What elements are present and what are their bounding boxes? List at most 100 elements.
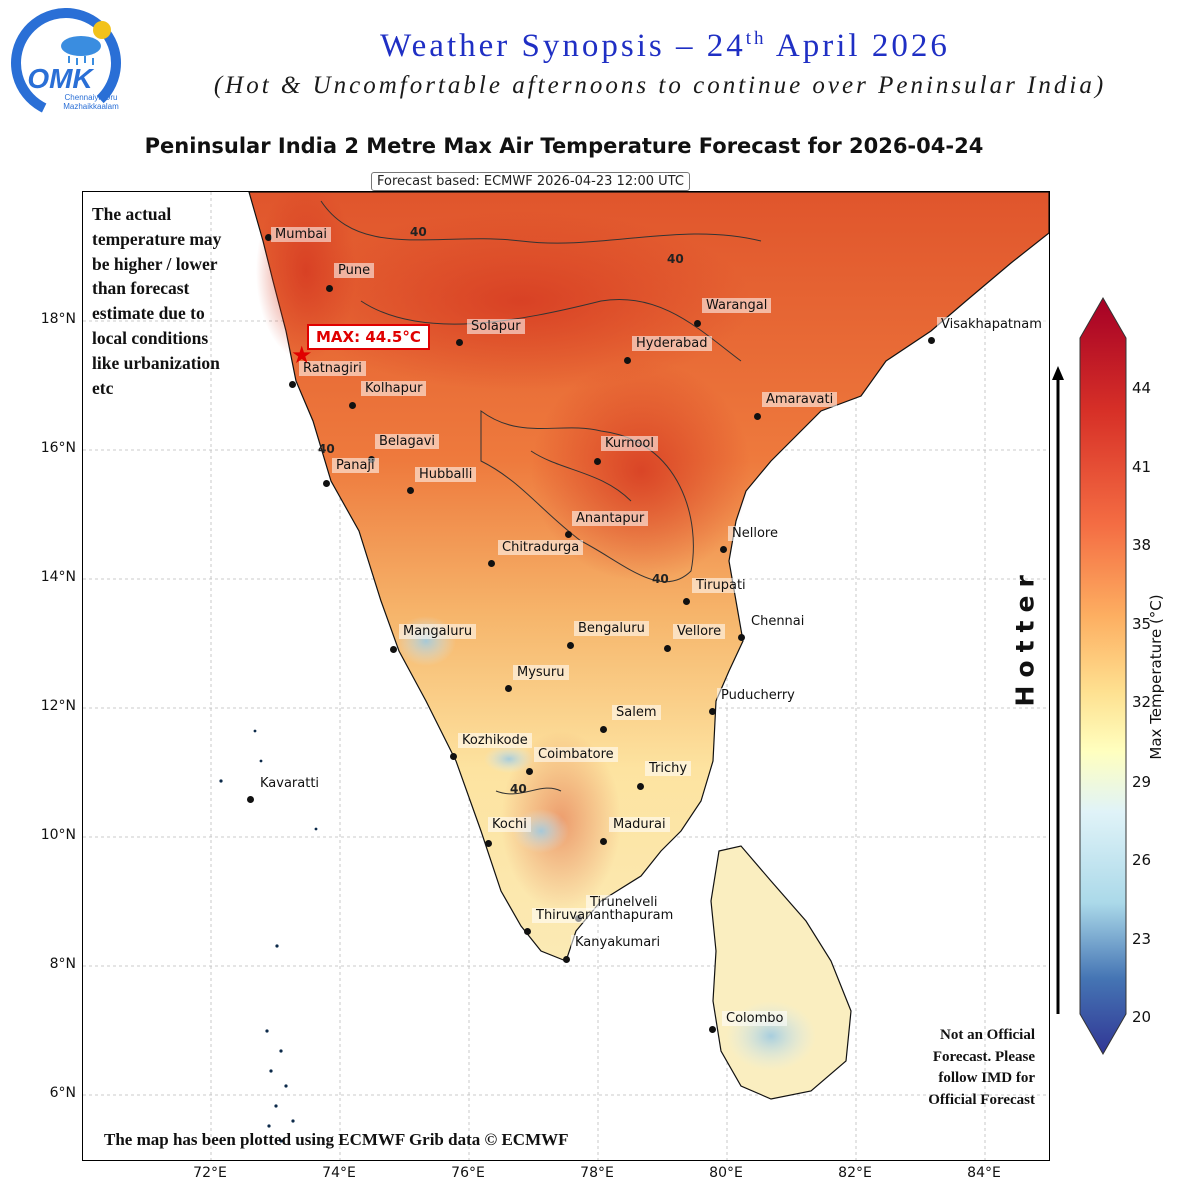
hotter-label: Hotter [1010, 567, 1040, 707]
city-panaji: Panaji [332, 458, 379, 473]
city-dot [449, 752, 457, 760]
svg-text:OMK: OMK [27, 63, 94, 94]
disclaimer-official-forecast: Not an Official Forecast. Please follow … [928, 1027, 1035, 1108]
city-dot [406, 486, 414, 494]
city-bengaluru: Bengaluru [574, 621, 649, 636]
hotter-arrow-icon [1052, 366, 1064, 1014]
city-dot [325, 284, 333, 292]
synopsis-subtitle: (Hot & Uncomfortable afternoons to conti… [213, 72, 1107, 99]
city-belagavi: Belagavi [375, 434, 440, 449]
colorbar-tick: 29 [1132, 773, 1152, 791]
city-pune: Pune [334, 263, 375, 278]
lon-tick: 78°E [580, 1165, 614, 1181]
city-chennai: Chennai [747, 614, 809, 629]
city-puducherry: Puducherry [717, 688, 799, 703]
city-dot [708, 707, 716, 715]
city-dot [737, 633, 745, 641]
city-dot [599, 837, 607, 845]
city-amaravati: Amaravati [762, 392, 838, 407]
city-ratnagiri: Ratnagiri [299, 361, 366, 376]
contour-label: 40 [510, 782, 527, 796]
city-coimbatore: Coimbatore [534, 747, 618, 762]
colorbar-tick: 41 [1132, 458, 1152, 476]
city-dot [623, 356, 631, 364]
city-dot [663, 644, 671, 652]
city-dot [348, 401, 356, 409]
city-vellore: Vellore [673, 624, 726, 639]
temperature-map [82, 191, 1050, 1161]
lon-tick: 80°E [709, 1165, 743, 1181]
city-tirupati: Tirupati [692, 578, 750, 593]
colorbar-label: Max Temperature (°C) [1147, 594, 1165, 760]
lat-tick: 14°N [40, 569, 76, 585]
lon-tick: 82°E [838, 1165, 872, 1181]
city-dot [523, 927, 531, 935]
city-hubballi: Hubballi [415, 467, 477, 482]
city-tirunelveli: Tirunelveli [586, 895, 662, 910]
city-dot [693, 319, 701, 327]
city-dot [487, 559, 495, 567]
disclaimer-local-conditions: The actual temperature may be higher / l… [92, 204, 222, 398]
city-dot [593, 457, 601, 465]
data-credit: The map has been plotted using ECMWF Gri… [104, 1130, 569, 1149]
city-dot [682, 597, 690, 605]
city-dot [288, 380, 296, 388]
city-dot [564, 530, 572, 538]
city-dot [753, 412, 761, 420]
city-dot [504, 684, 512, 692]
city-dot [927, 336, 935, 344]
city-warangal: Warangal [702, 298, 772, 313]
city-kolhapur: Kolhapur [361, 381, 427, 396]
lat-tick: 12°N [40, 698, 76, 714]
city-madurai: Madurai [609, 817, 670, 832]
city-mumbai: Mumbai [271, 227, 331, 242]
forecast-source-box: Forecast based: ECMWF 2026-04-23 12:00 U… [371, 172, 690, 191]
map-title: Peninsular India 2 Metre Max Air Tempera… [144, 134, 984, 158]
city-dot [484, 839, 492, 847]
lon-tick: 76°E [451, 1165, 485, 1181]
city-dot [708, 1025, 716, 1033]
lon-tick: 72°E [193, 1165, 227, 1181]
svg-text:Mazhaikkaalam: Mazhaikkaalam [63, 102, 119, 111]
contour-label: 40 [667, 252, 684, 266]
city-solapur: Solapur [467, 319, 525, 334]
city-mangaluru: Mangaluru [399, 624, 477, 639]
islands [219, 729, 318, 1143]
city-kochi: Kochi [488, 817, 531, 832]
city-kanyakumari: Kanyakumari [571, 935, 665, 950]
max-temperature-label: MAX: 44.5°C [307, 324, 430, 350]
omk-logo: OMK Chennaiyil Oru Mazhaikkaalam [10, 8, 121, 118]
city-dot [264, 233, 272, 241]
city-trichy: Trichy [645, 761, 692, 776]
synopsis-title: Weather Synopsis – 24th April 2026 [380, 28, 950, 64]
city-dot [389, 645, 397, 653]
lon-tick: 74°E [322, 1165, 356, 1181]
city-dot [719, 545, 727, 553]
lat-tick: 6°N [49, 1085, 76, 1101]
city-chitradurga: Chitradurga [498, 540, 584, 555]
svg-text:Chennaiyil Oru: Chennaiyil Oru [65, 93, 118, 102]
city-dot [566, 641, 574, 649]
colorbar-tick: 44 [1132, 379, 1152, 397]
colorbar-tick: 32 [1132, 693, 1152, 711]
city-kurnool: Kurnool [601, 436, 658, 451]
colorbar-tick: 23 [1132, 930, 1152, 948]
city-kozhikode: Kozhikode [458, 733, 532, 748]
city-visakhapatnam: Visakhapatnam [937, 317, 1046, 332]
lat-tick: 16°N [40, 440, 76, 456]
colorbar-tick: 38 [1132, 536, 1152, 554]
colorbar-tick: 35 [1132, 615, 1152, 633]
lon-tick: 84°E [967, 1165, 1001, 1181]
city-kavaratti: Kavaratti [256, 776, 324, 791]
city-dot [322, 479, 330, 487]
city-salem: Salem [612, 705, 661, 720]
temperature-colorbar [1079, 296, 1127, 1056]
city-dot [562, 955, 570, 963]
city-dot [525, 767, 533, 775]
city-dot [246, 795, 254, 803]
city-dot [455, 338, 463, 346]
city-mysuru: Mysuru [513, 665, 569, 680]
city-dot [599, 725, 607, 733]
city-nellore: Nellore [728, 526, 782, 541]
city-hyderabad: Hyderabad [632, 336, 712, 351]
